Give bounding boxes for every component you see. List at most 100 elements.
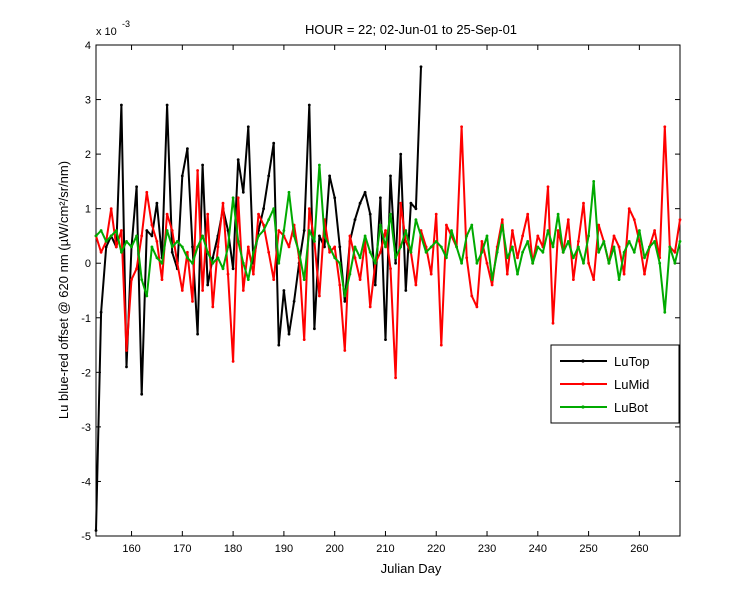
data-point [170, 229, 174, 232]
data-point [155, 240, 159, 243]
series-layer [94, 65, 682, 532]
y-tick-label: 0 [85, 258, 91, 270]
data-point [465, 256, 469, 260]
data-point [597, 250, 601, 254]
data-point [384, 229, 387, 232]
data-point [551, 321, 555, 325]
series-LuBot [94, 163, 682, 314]
data-point [673, 261, 677, 265]
data-point [399, 245, 403, 249]
data-point [475, 261, 479, 265]
data-point [211, 256, 215, 260]
data-point [221, 267, 225, 271]
chart-title: HOUR = 22; 02-Jun-01 to 25-Sep-01 [305, 22, 517, 37]
data-point [577, 240, 580, 243]
legend-marker [581, 359, 585, 363]
data-point [455, 245, 458, 249]
data-point [125, 349, 128, 352]
data-point [445, 223, 448, 227]
data-point [632, 218, 636, 222]
data-point [272, 141, 276, 145]
data-point [379, 223, 382, 227]
data-point [292, 300, 296, 303]
legend-label: LuTop [614, 354, 649, 369]
data-point [175, 261, 179, 265]
data-point [282, 289, 286, 292]
x-tick-label: 180 [224, 543, 242, 555]
data-point [505, 272, 509, 276]
data-point [348, 272, 352, 276]
data-point [165, 229, 169, 232]
data-point [587, 234, 590, 238]
data-point [490, 278, 494, 281]
data-point [546, 185, 550, 189]
data-point [363, 234, 367, 238]
axes: 160 170 180 190 200 210 220 230 240 250 260-5-4-3-… [81, 40, 681, 555]
data-point [170, 245, 174, 249]
data-point [663, 310, 667, 314]
data-point [252, 250, 255, 254]
data-point [206, 250, 210, 254]
data-point [612, 245, 616, 249]
data-point [460, 125, 463, 129]
data-point [551, 245, 555, 249]
data-point [318, 234, 321, 238]
data-point [526, 212, 530, 216]
data-point [226, 272, 230, 276]
data-point [373, 283, 377, 287]
data-point [384, 245, 387, 249]
data-point [307, 103, 311, 107]
series-LuMid [94, 125, 682, 380]
data-point [180, 245, 184, 249]
data-point [328, 250, 331, 254]
data-point [470, 294, 474, 298]
data-point [612, 234, 616, 238]
data-point [607, 261, 611, 265]
x-tick-label: 170 [173, 543, 191, 555]
data-point [587, 261, 590, 265]
data-point [394, 256, 397, 260]
data-point [307, 229, 311, 232]
data-point [663, 125, 667, 129]
data-point [277, 343, 281, 347]
data-point [160, 261, 164, 265]
x-tick-label: 190 [275, 543, 293, 555]
data-point [236, 158, 240, 162]
data-point [257, 212, 260, 216]
x-tick-label: 200 [325, 543, 343, 555]
y-axis-label: Lu blue-red offset @ 620 nm (µW/cm²/sr/n… [56, 161, 71, 419]
data-point [120, 250, 123, 254]
data-point [104, 245, 108, 249]
y-tick-label: -4 [81, 476, 91, 488]
data-point [196, 169, 200, 172]
data-point [155, 256, 159, 260]
data-point [643, 256, 646, 260]
data-point [348, 234, 352, 238]
data-point [125, 240, 128, 243]
data-point [135, 234, 139, 238]
data-point [495, 250, 499, 254]
y-tick-label: 4 [85, 40, 91, 52]
data-point [577, 245, 580, 249]
data-point [536, 245, 540, 249]
data-point [470, 223, 474, 227]
data-point [206, 212, 210, 216]
data-point [582, 201, 585, 205]
data-point [186, 147, 189, 151]
data-point [333, 196, 337, 200]
data-point [556, 229, 560, 232]
data-point [632, 250, 636, 254]
data-point [627, 207, 631, 211]
x-tick-label: 160 [122, 543, 140, 555]
data-point [328, 174, 331, 178]
data-point [358, 278, 362, 281]
data-point [617, 245, 621, 249]
data-point [145, 190, 149, 194]
y-tick-label: -2 [81, 367, 91, 379]
data-point [379, 250, 382, 254]
data-point [196, 332, 200, 336]
data-point [160, 278, 164, 281]
data-point [201, 289, 205, 292]
data-point [429, 245, 433, 249]
